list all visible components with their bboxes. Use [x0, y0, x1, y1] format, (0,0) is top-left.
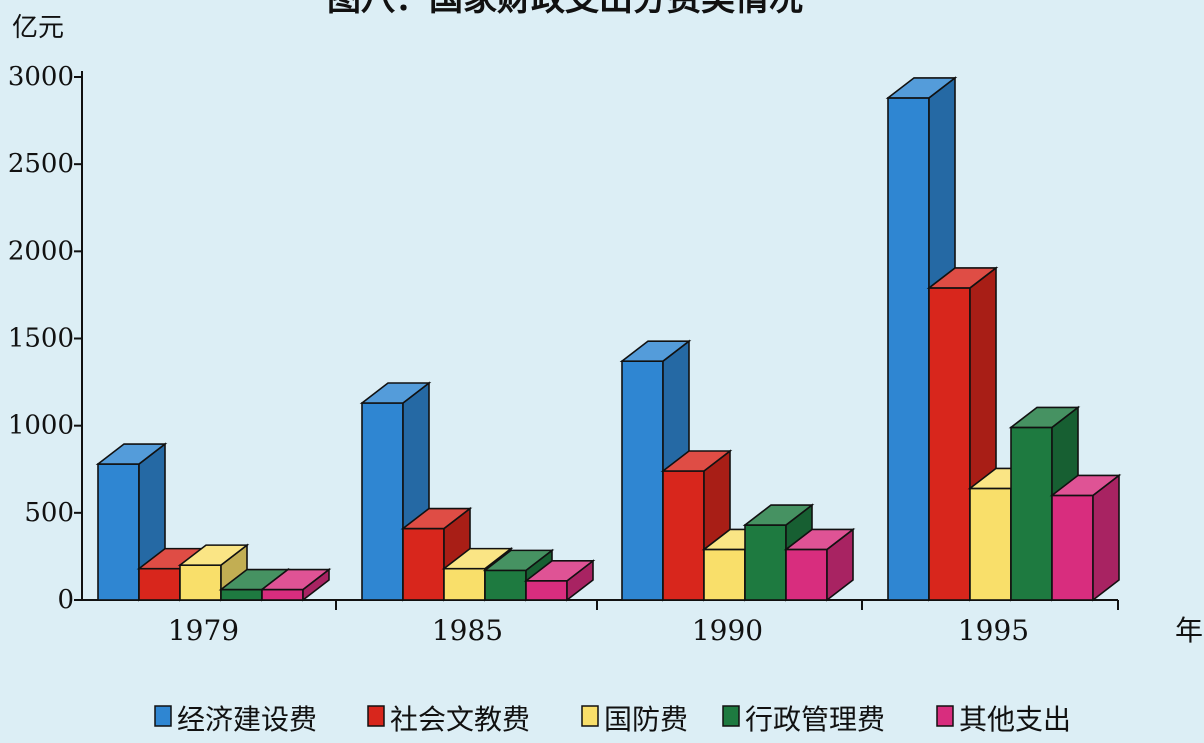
bar-top [885, 77, 958, 99]
legend-swatch [154, 705, 172, 727]
y-tick-label: 1000 [8, 411, 74, 441]
y-tick-label: 0 [57, 585, 74, 615]
bar-front [361, 402, 404, 601]
bar [783, 527, 856, 602]
bar-front [138, 567, 181, 601]
bar-front [220, 588, 263, 601]
bar-front [887, 97, 930, 601]
bar-top [441, 547, 514, 570]
y-tick-label: 500 [24, 498, 74, 528]
legend-label: 其他支出 [959, 703, 1071, 736]
bar-front [484, 569, 527, 601]
bar-top [523, 560, 596, 582]
bar-front [443, 567, 486, 601]
axes: 0 500 1000 1500 2000 2500 3000 1979 1985 1990 1995 [8, 62, 1119, 647]
x-tick-label: 1995 [958, 614, 1029, 647]
legend-label: 经济建设费 [177, 703, 317, 736]
legend-swatch [722, 705, 740, 727]
legend-item: 社会文教费 [367, 703, 530, 736]
bar-front [525, 580, 568, 601]
bar-front [1051, 494, 1094, 601]
bar-front [179, 564, 222, 601]
bar-front [97, 463, 140, 601]
legend-label: 行政管理费 [745, 703, 885, 736]
bar-front [662, 470, 705, 601]
bar-front [785, 548, 828, 601]
bar [1049, 473, 1122, 602]
bar-front [969, 487, 1012, 601]
bar-top [1008, 406, 1081, 429]
x-tick-label: 1979 [168, 614, 239, 647]
bar-top [95, 443, 168, 465]
y-tick-label: 2000 [8, 236, 74, 266]
bar-top [783, 528, 856, 551]
bar-top [359, 382, 432, 404]
bar-top [482, 549, 555, 572]
bar-front [261, 588, 304, 601]
y-tick-label: 2500 [8, 149, 74, 179]
bar-front [1010, 426, 1053, 601]
legend: 经济建设费 社会文教费 国防费 行政管理费 其他支出 [154, 703, 1071, 736]
y-axis-label: 亿元 [12, 13, 64, 43]
legend-swatch [936, 705, 954, 727]
legend-swatch [581, 705, 599, 727]
legend-item: 经济建设费 [154, 703, 317, 736]
bar-top [1049, 474, 1122, 497]
bar-top [660, 450, 733, 472]
x-axis-label: 年 [1175, 614, 1203, 647]
legend-label: 社会文教费 [390, 703, 530, 736]
y-tick-label: 1500 [8, 324, 74, 354]
y-tick-label: 3000 [8, 62, 74, 92]
x-tick-label: 1990 [692, 614, 763, 647]
x-tick-label: 1985 [432, 614, 503, 647]
chart-title: 图八：国家财政支出分费类情况 [327, 0, 803, 19]
bar-front [928, 287, 971, 601]
bar-side [1092, 473, 1120, 602]
bar-top [619, 340, 692, 362]
bar [259, 567, 332, 602]
bars-group [95, 76, 1122, 602]
bar-top [259, 568, 332, 591]
legend-label: 国防费 [604, 703, 688, 736]
bar-top [177, 544, 250, 566]
bar-top [926, 267, 999, 289]
bar-top [400, 507, 473, 530]
legend-item: 国防费 [581, 703, 688, 736]
bar-top [742, 504, 815, 526]
bar-front [402, 527, 445, 601]
bar-front [744, 524, 787, 601]
legend-swatch [367, 705, 385, 727]
legend-item: 行政管理费 [722, 703, 885, 736]
bar-front [621, 360, 664, 601]
bar-front [703, 548, 746, 601]
legend-item: 其他支出 [936, 703, 1071, 736]
bar [523, 559, 596, 602]
